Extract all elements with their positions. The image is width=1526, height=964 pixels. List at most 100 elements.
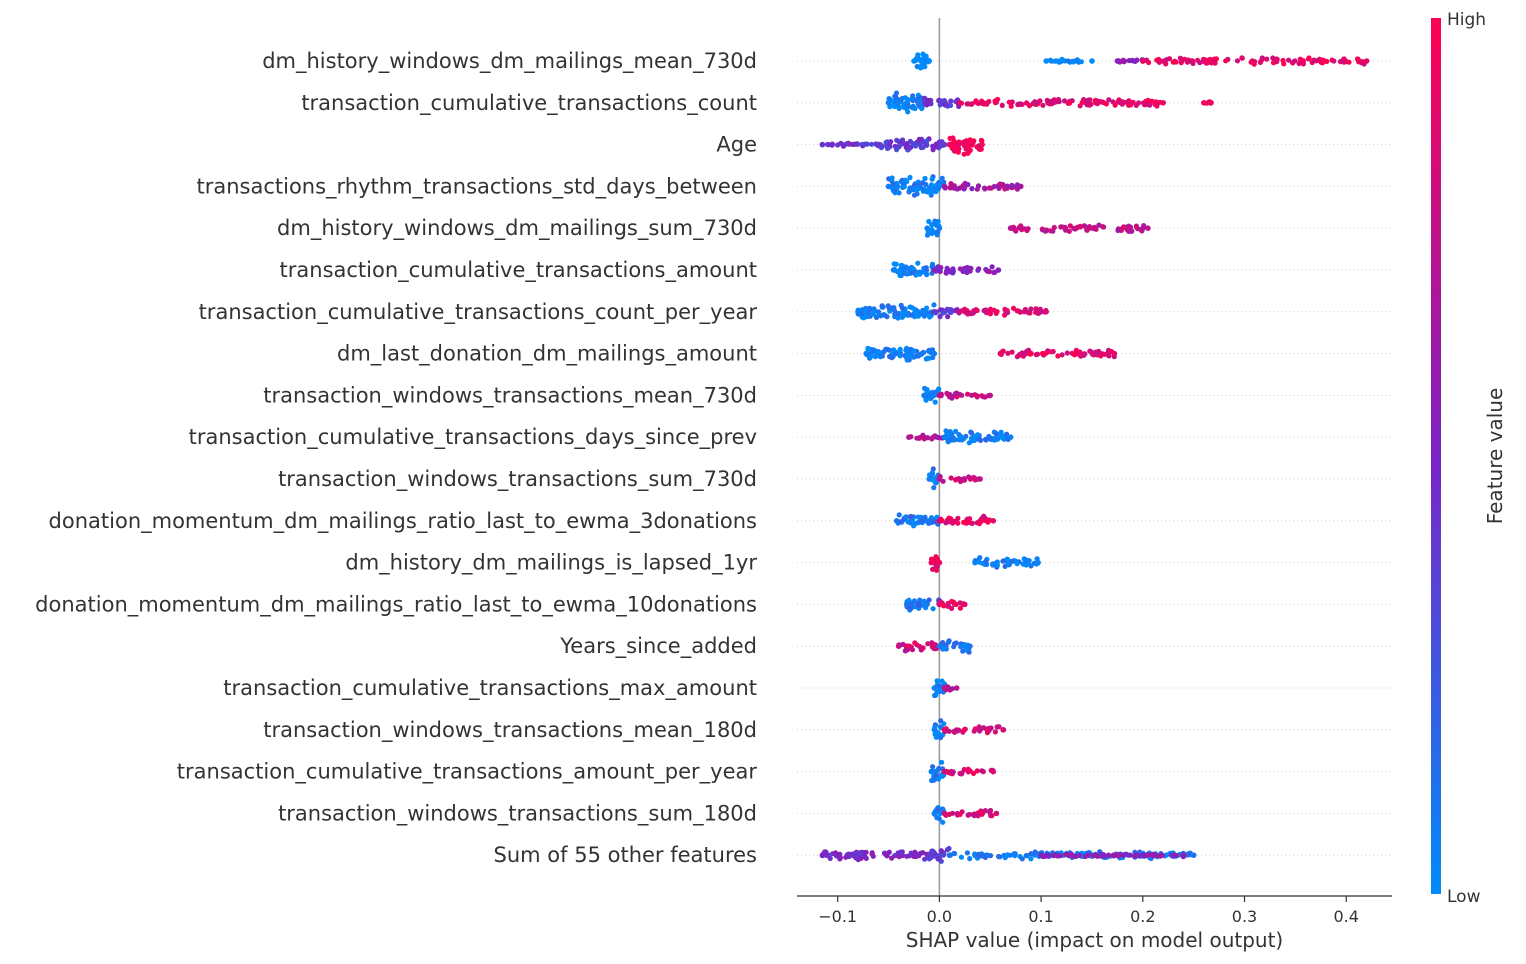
shap-point	[965, 181, 971, 188]
shap-point	[997, 854, 1003, 860]
shap-point	[979, 141, 985, 148]
shap-point	[1048, 57, 1054, 63]
shap-point	[915, 186, 921, 192]
shap-point	[931, 485, 937, 491]
shap-point	[916, 182, 922, 188]
shap-point	[1073, 225, 1079, 231]
shap-point	[1008, 103, 1014, 109]
shap-point	[944, 265, 950, 271]
shap-point	[912, 313, 919, 319]
feature-points	[931, 718, 1007, 741]
shap-point	[1027, 351, 1033, 357]
shap-point	[1057, 853, 1063, 859]
shap-point	[961, 727, 967, 733]
shap-point	[1178, 59, 1185, 65]
shap-point	[1042, 228, 1048, 234]
shap-point	[1187, 58, 1193, 64]
shap-point	[921, 100, 927, 106]
shap-point	[928, 768, 935, 775]
shap-point	[930, 466, 936, 472]
shap-point	[1141, 102, 1147, 108]
shap-point	[1032, 100, 1038, 106]
shap-point	[987, 311, 994, 317]
shap-point	[976, 559, 982, 565]
shap-point	[889, 175, 895, 181]
shap-point	[970, 310, 976, 316]
shap-point	[1133, 852, 1139, 858]
shap-point	[960, 648, 966, 654]
shap-point	[855, 141, 861, 147]
shap-point	[948, 437, 954, 443]
shap-point	[1114, 58, 1121, 64]
shap-point	[1047, 228, 1053, 234]
shap-point	[910, 141, 917, 147]
shap-point	[945, 314, 951, 320]
shap-point	[883, 139, 889, 146]
shap-point	[990, 768, 997, 775]
x-axis: −0.1 0.0 0.1 0.2 0.3 0.4 SHAP value (impact o…	[797, 895, 1392, 952]
shap-point	[1059, 352, 1065, 358]
shap-point	[947, 429, 953, 435]
shap-point	[1001, 558, 1007, 564]
shap-point	[903, 264, 909, 270]
shap-point	[897, 97, 903, 103]
shap-point	[1044, 97, 1050, 103]
shap-point	[895, 643, 902, 649]
feature-label: donation_momentum_dm_mailings_ratio_last…	[49, 509, 757, 534]
feature-points	[906, 428, 1014, 446]
shap-point	[947, 185, 953, 191]
shap-point	[921, 392, 927, 399]
shap-point	[867, 307, 873, 313]
shap-point	[901, 140, 907, 147]
shap-point	[1007, 225, 1014, 231]
shap-point	[875, 141, 882, 148]
shap-point	[941, 810, 948, 817]
shap-point	[1043, 58, 1049, 64]
shap-point	[987, 306, 994, 312]
shap-point	[932, 392, 938, 398]
shap-point	[1130, 99, 1136, 105]
shap-point	[957, 478, 964, 485]
shap-point	[981, 517, 987, 523]
shap-point	[845, 851, 851, 858]
shap-point	[908, 850, 914, 856]
shap-point	[977, 853, 983, 859]
shap-point	[893, 185, 900, 191]
shap-point	[936, 559, 943, 566]
shap-point	[1316, 56, 1323, 62]
shap-point	[911, 523, 917, 529]
shap-point	[1105, 351, 1111, 357]
shap-point	[987, 435, 994, 442]
shap-point	[1032, 849, 1038, 855]
shap-point	[1086, 224, 1092, 230]
shap-point	[835, 142, 841, 148]
shap-point	[929, 471, 936, 477]
shap-point	[1017, 309, 1023, 315]
shap-point	[972, 477, 978, 483]
feature-points	[893, 512, 997, 529]
shap-point	[954, 394, 960, 400]
shap-point	[920, 188, 927, 194]
shap-point	[1024, 852, 1030, 859]
feature-label: transaction_windows_transactions_sum_180…	[278, 801, 757, 826]
shap-point	[934, 678, 940, 684]
shap-point	[961, 184, 967, 191]
shap-point	[929, 222, 935, 228]
shap-point	[908, 513, 914, 520]
shap-point	[943, 270, 949, 276]
shap-point	[857, 850, 863, 856]
shap-point	[913, 272, 919, 278]
shap-point	[915, 852, 921, 858]
shap-point	[921, 309, 927, 315]
feature-points	[904, 597, 968, 613]
shap-point	[925, 641, 931, 647]
shap-point	[1280, 57, 1286, 64]
shap-point	[1064, 350, 1070, 356]
shap-point	[897, 353, 903, 359]
shap-point	[911, 58, 917, 64]
shap-point	[1346, 59, 1352, 65]
shap-point	[986, 185, 992, 191]
shap-point	[1085, 97, 1091, 103]
feature-points	[928, 759, 997, 784]
